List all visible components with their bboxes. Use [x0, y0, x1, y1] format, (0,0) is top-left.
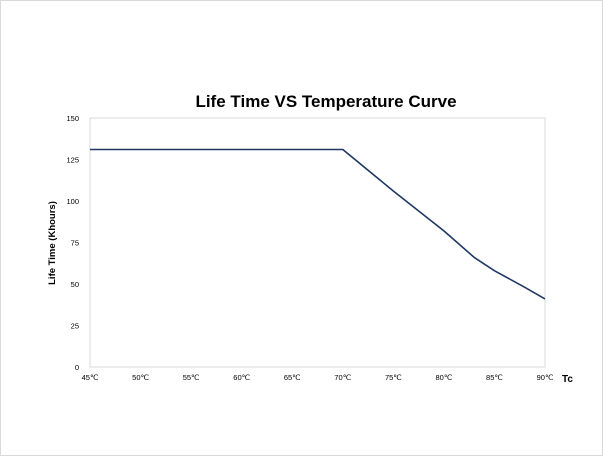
x-tick-label: 80℃: [436, 373, 453, 382]
x-tick-label: 90℃: [537, 373, 554, 382]
x-tick-label: 75℃: [385, 373, 402, 382]
y-tick-label: 0: [75, 363, 79, 372]
y-tick-label: 100: [66, 197, 79, 206]
x-tick-label: 50℃: [132, 373, 149, 382]
chart-title: Life Time VS Temperature Curve: [195, 92, 456, 111]
x-tick-label: 85℃: [486, 373, 503, 382]
x-tick-label: 70℃: [334, 373, 351, 382]
y-tick-label: 125: [66, 156, 79, 165]
x-tick-label: 55℃: [183, 373, 200, 382]
y-tick-label: 25: [71, 322, 79, 331]
y-tick-labels: 0 25 50 75 100 125 150: [66, 114, 79, 372]
y-axis-label: Life Time (Khours): [47, 201, 58, 285]
y-tick-label: 50: [71, 280, 79, 289]
plot-area: [89, 117, 546, 368]
life-time-series-line: [90, 148, 546, 300]
x-tick-labels: 45℃ 50℃ 55℃ 60℃ 65℃ 70℃ 75℃ 80℃ 85℃ 90℃: [82, 373, 554, 382]
y-tick-label: 150: [66, 114, 79, 123]
y-tick-label: 75: [71, 239, 79, 248]
x-tick-label: 45℃: [82, 373, 99, 382]
x-unit-label: Tc: [562, 374, 573, 385]
x-tick-label: 60℃: [233, 373, 250, 382]
x-tick-label: 65℃: [284, 373, 301, 382]
series-lines: [90, 148, 546, 300]
